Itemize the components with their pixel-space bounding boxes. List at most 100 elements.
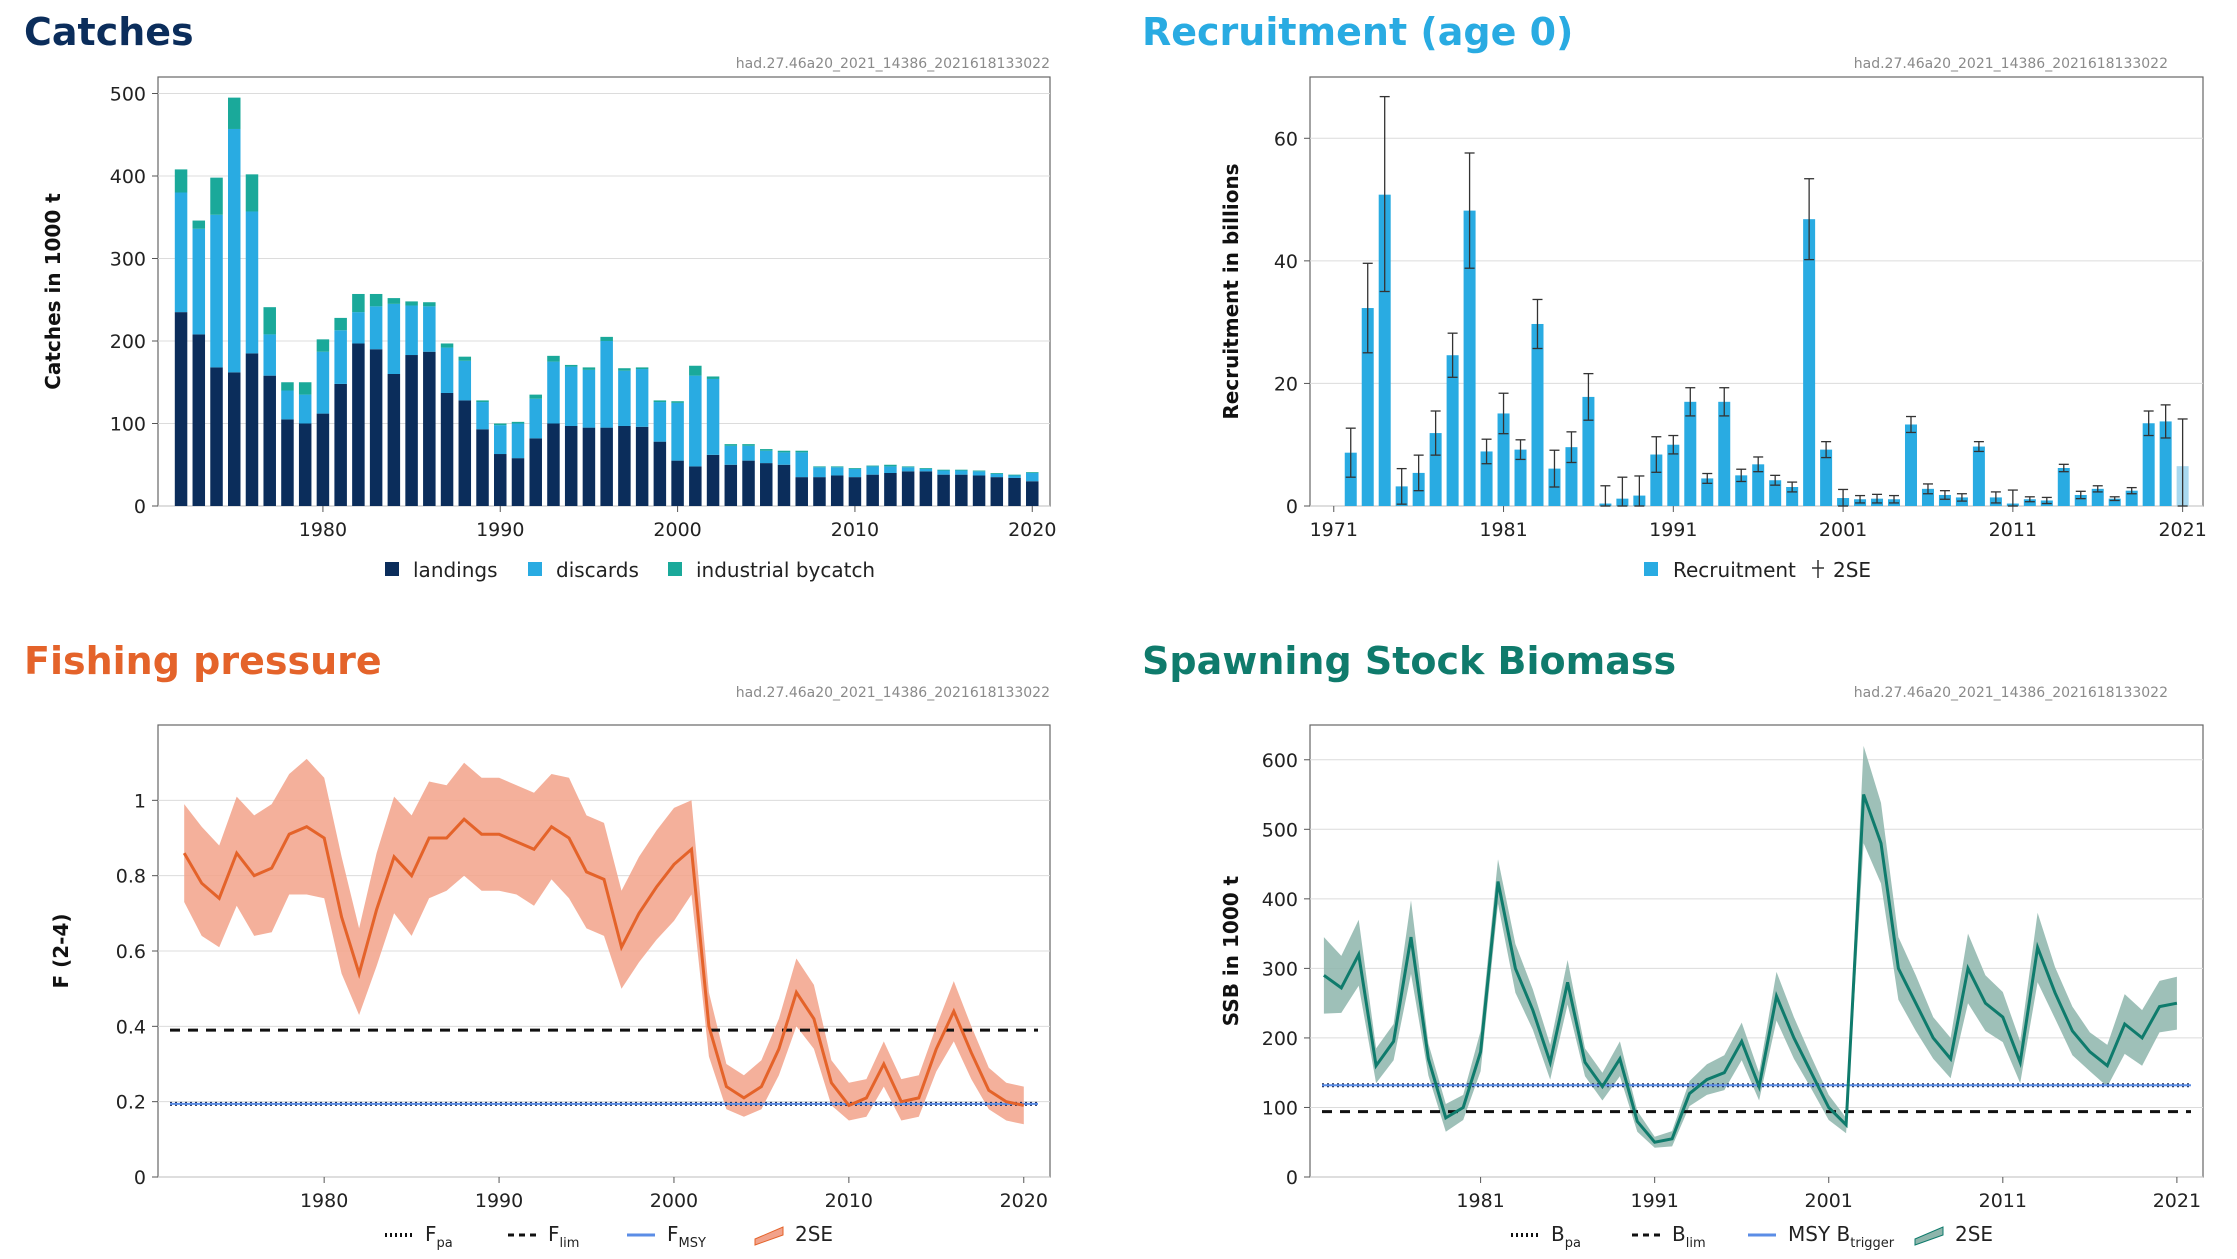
catches-bar-discards (1008, 475, 1021, 478)
catches-bar-landings (245, 353, 259, 506)
catches-bar-discards (369, 306, 383, 350)
catches-bar-industrial-bycatch (263, 307, 276, 335)
catches-bar-industrial-bycatch (423, 302, 436, 307)
catches-bar-industrial-bycatch (795, 450, 808, 453)
catches-bar-discards (884, 466, 897, 473)
fishing-panel: Fishing pressure had.27.46a20_2021_14386… (0, 629, 1118, 1258)
fishing-xtick-label: 1990 (475, 1190, 523, 1212)
ssb-xtick-label: 2011 (1979, 1190, 2027, 1212)
catches-bar-discards (600, 341, 613, 428)
catches-bar-landings (653, 441, 667, 506)
catches-bar-discards (937, 470, 950, 475)
catches-bar-discards (760, 450, 773, 464)
recruitment-plot-frame (1309, 76, 2204, 507)
catches-bar-landings (210, 367, 223, 506)
ssb-xtick-label: 1991 (1630, 1190, 1678, 1212)
fishing-ytick-label: 0.2 (116, 1092, 146, 1114)
catches-bar-landings (423, 351, 436, 506)
catches-xtick-label: 2000 (653, 519, 701, 541)
catches-bar-industrial-bycatch (955, 469, 968, 471)
fishing-legend-label: FMSY (667, 1222, 706, 1251)
catches-bar-industrial-bycatch (618, 368, 631, 371)
catches-bar-landings (777, 464, 791, 506)
catches-bar-discards (281, 390, 294, 420)
catches-bar-discards (742, 445, 755, 461)
recruitment-bar (1972, 446, 1985, 506)
catches-bar-landings (352, 343, 365, 506)
catches-bar-landings (671, 460, 684, 506)
fishing-ytick-label: 0.4 (116, 1016, 146, 1038)
recruitment-xtick-label: 2001 (1819, 519, 1867, 541)
catches-bar-landings (760, 463, 773, 506)
catches-bar-industrial-bycatch (724, 444, 738, 446)
catches-bar-landings (387, 374, 401, 506)
catches-bar-landings (547, 423, 560, 506)
catches-bar-industrial-bycatch (972, 470, 986, 472)
catches-bar-industrial-bycatch (228, 97, 241, 129)
catches-bar-industrial-bycatch (440, 343, 454, 348)
catches-bar-industrial-bycatch (706, 376, 720, 379)
recruitment-bar (1497, 413, 1510, 506)
catches-code: had.27.46a20_2021_14386_2021618133022 (735, 56, 1050, 72)
catches-bar-discards (706, 378, 720, 455)
catches-bar-discards (813, 467, 826, 478)
fishing-xtick-label: 1980 (300, 1190, 348, 1212)
ssb-chart: 0 100 200 300 400 500 600 1981 1991 2001 2011 2021 S… (1219, 724, 2204, 1251)
catches-bar-discards (298, 394, 312, 424)
ssb-ytick-label: 600 (1262, 750, 1298, 772)
catches-bar-industrial-bycatch (689, 365, 702, 376)
catches-bar-landings (564, 425, 578, 506)
catches-bar-discards (919, 468, 933, 472)
recruitment-code: had.27.46a20_2021_14386_2021618133022 (1853, 56, 2168, 72)
catches-ytick-label: 500 (110, 84, 146, 106)
catches-ytick-label: 100 (110, 414, 146, 436)
ssb-ytick-label: 300 (1262, 958, 1298, 980)
ssb-ytick-label: 500 (1262, 819, 1298, 841)
recruitment-legend-label: Recruitment (1673, 558, 1796, 582)
fishing-chart: 0 0.2 0.4 0.6 0.8 1 1980 1990 2000 2010 2020 F (2-4… (49, 724, 1051, 1251)
recruitment-ytick-label: 20 (1274, 373, 1298, 395)
recruitment-bar (2091, 488, 2104, 506)
catches-bar-industrial-bycatch (635, 367, 649, 370)
catches-xtick-label: 2010 (831, 519, 879, 541)
catches-bar-industrial-bycatch (653, 400, 667, 403)
recruitment-bar (2057, 468, 2070, 506)
recruitment-xtick-label: 1971 (1310, 519, 1358, 541)
recruitment-bar (1752, 464, 1765, 506)
catches-bar-discards (476, 402, 489, 430)
recruitment-chart: 0 20 40 60 1971 1981 1991 2001 2011 2021 Recruitme… (1219, 76, 2207, 582)
fishing-code: had.27.46a20_2021_14386_2021618133022 (735, 685, 1050, 701)
recruitment-legend-2se: 2SE (1833, 558, 1871, 582)
recruitment-xtick-label: 2011 (1989, 519, 2037, 541)
catches-bar-discards (830, 467, 844, 476)
catches-bar-discards (848, 468, 862, 478)
recruitment-bar (1446, 355, 1459, 506)
fishing-ytick-label: 0 (134, 1167, 146, 1189)
catches-bar-industrial-bycatch (369, 293, 383, 307)
catches-bar-discards (228, 128, 241, 373)
recruitment-bar (2142, 423, 2155, 506)
recruitment-xtick-label: 1981 (1479, 519, 1527, 541)
catches-bar-discards (564, 366, 578, 426)
catches-bar-discards (334, 330, 347, 384)
catches-bar-discards (618, 370, 631, 426)
catches-bar-landings (955, 474, 968, 506)
catches-bar-discards (547, 361, 560, 424)
catches-bar-discards (724, 445, 738, 465)
recruitment-bar (1769, 480, 1782, 506)
catches-bar-industrial-bycatch (210, 177, 223, 215)
fishing-legend-label: Fpa (425, 1222, 453, 1251)
catches-bar-discards (653, 402, 667, 442)
fishing-ylabel: F (2-4) (49, 913, 73, 988)
catches-bar-industrial-bycatch (919, 468, 933, 469)
catches-bar-industrial-bycatch (174, 169, 188, 193)
catches-legend-label: industrial bycatch (696, 558, 875, 582)
fishing-line (182, 817, 1025, 1108)
catches-bar-landings (706, 454, 720, 506)
catches-bar-discards (405, 305, 418, 356)
recruitment-bar (1820, 449, 1833, 506)
catches-bar-landings (369, 349, 383, 506)
catches-bar-landings (600, 427, 613, 506)
fishing-legend-band (754, 1226, 784, 1246)
catches-bar-industrial-bycatch (671, 401, 684, 403)
